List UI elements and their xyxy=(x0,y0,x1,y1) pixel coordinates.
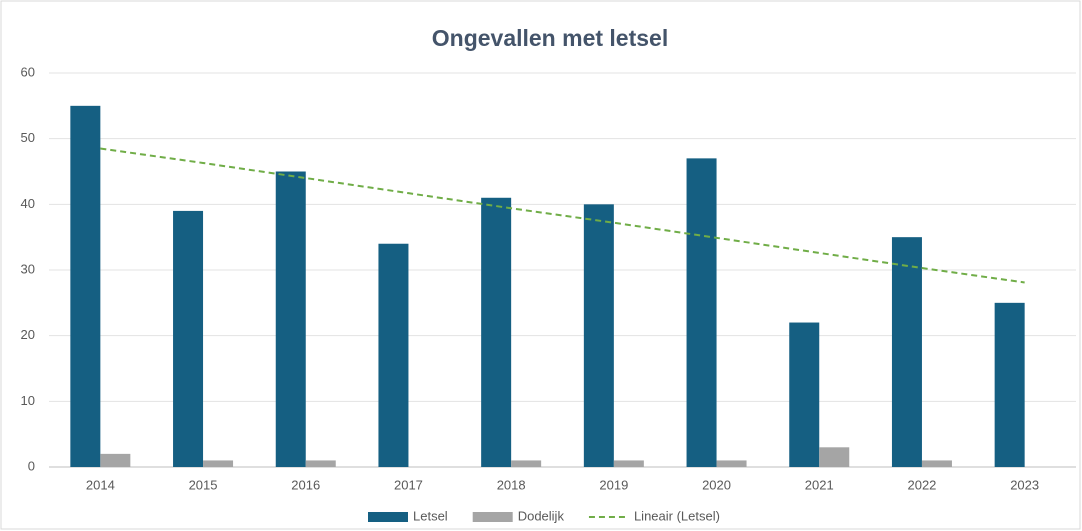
x-tick-label: 2015 xyxy=(189,477,218,492)
bar xyxy=(481,197,512,467)
y-tick-label: 40 xyxy=(21,196,35,211)
trend-line xyxy=(100,147,1025,284)
chart-title: Ongevallen met letsel xyxy=(432,25,668,51)
x-tick-label: 2021 xyxy=(805,477,834,492)
x-tick-label: 2019 xyxy=(599,477,628,492)
bar xyxy=(203,460,234,467)
legend-swatch xyxy=(368,512,408,522)
x-tick-label: 2020 xyxy=(702,477,731,492)
bar xyxy=(173,210,204,467)
bar xyxy=(583,204,614,468)
bar xyxy=(305,460,336,467)
y-tick-label: 30 xyxy=(21,261,35,276)
y-tick-label: 60 xyxy=(21,64,35,79)
bar xyxy=(70,105,101,467)
x-tick-label: 2018 xyxy=(497,477,526,492)
legend-label: Lineair (Letsel) xyxy=(634,508,720,523)
bar xyxy=(789,322,820,467)
y-tick-label: 20 xyxy=(21,327,35,342)
bar xyxy=(275,171,306,467)
y-tick-label: 0 xyxy=(28,458,35,473)
bar xyxy=(819,447,850,467)
x-tick-label: 2022 xyxy=(907,477,936,492)
bar xyxy=(891,237,922,467)
y-tick-label: 10 xyxy=(21,393,35,408)
bar xyxy=(994,302,1025,467)
x-tick-label: 2016 xyxy=(291,477,320,492)
bar xyxy=(100,453,131,467)
bar xyxy=(378,243,409,467)
y-tick-label: 50 xyxy=(21,130,35,145)
bar xyxy=(686,158,717,467)
x-tick-label: 2014 xyxy=(86,477,115,492)
legend-swatch xyxy=(472,512,513,522)
bar xyxy=(613,460,644,467)
x-tick-label: 2023 xyxy=(1010,477,1039,492)
x-tick-label: 2017 xyxy=(394,477,423,492)
legend-label: Letsel xyxy=(413,508,448,523)
bar xyxy=(511,460,542,467)
legend-label: Dodelijk xyxy=(518,508,565,523)
bar xyxy=(921,460,952,467)
bar xyxy=(716,460,747,467)
